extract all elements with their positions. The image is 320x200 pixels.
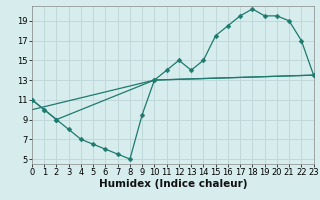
X-axis label: Humidex (Indice chaleur): Humidex (Indice chaleur) — [99, 179, 247, 189]
